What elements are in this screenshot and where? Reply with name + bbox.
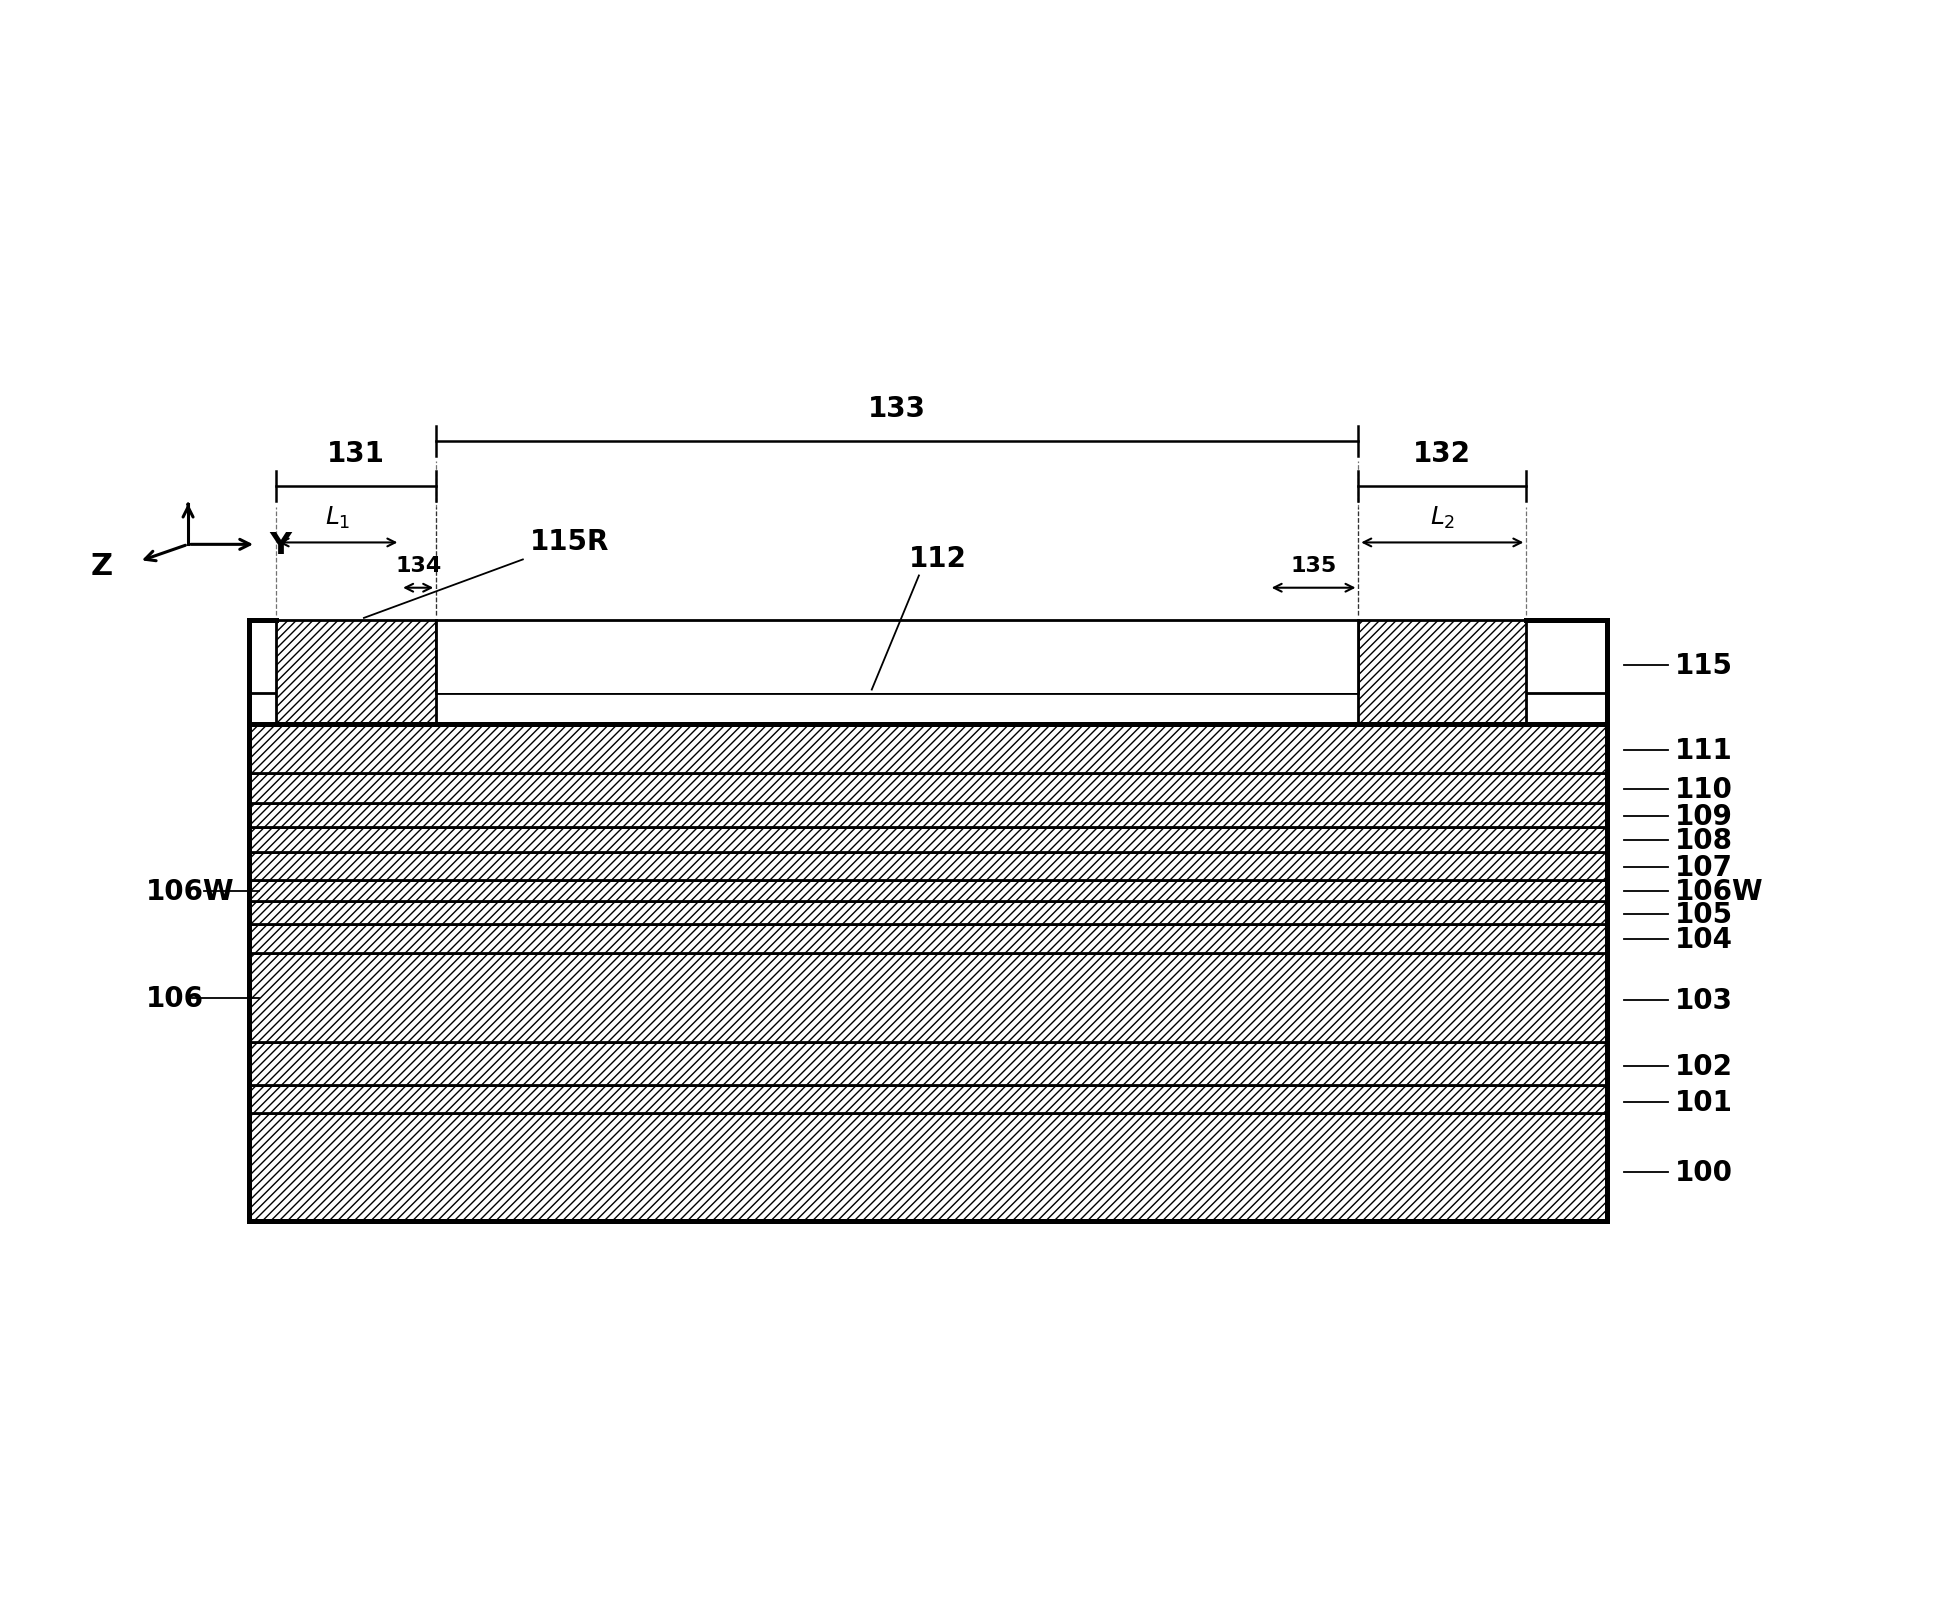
Text: 135: 135 [1290, 557, 1336, 576]
Text: $L_2$: $L_2$ [1430, 505, 1455, 531]
Text: 111: 111 [1676, 736, 1732, 765]
Text: 101: 101 [1676, 1088, 1732, 1115]
Text: 105: 105 [1676, 901, 1732, 928]
Text: 102: 102 [1676, 1052, 1732, 1080]
Text: 106: 106 [146, 985, 203, 1012]
Bar [1358, 620, 1526, 725]
Text: 131: 131 [328, 439, 384, 468]
Text: 108: 108 [1676, 826, 1732, 855]
Text: 106W: 106W [146, 878, 234, 905]
Text: 104: 104 [1676, 926, 1732, 954]
Text: Y: Y [269, 531, 291, 560]
Text: 109: 109 [1676, 802, 1732, 831]
Bar [250, 725, 1608, 1222]
Text: 134: 134 [394, 557, 441, 576]
Text: 106W: 106W [1676, 878, 1764, 905]
Text: 132: 132 [1413, 439, 1471, 468]
Text: 107: 107 [1676, 854, 1732, 881]
Text: 112: 112 [909, 546, 966, 573]
Bar [250, 828, 1608, 852]
Bar [437, 620, 1358, 694]
Text: $L_1$: $L_1$ [326, 505, 351, 531]
Bar [275, 620, 437, 725]
Bar [250, 725, 1608, 773]
Text: 110: 110 [1676, 775, 1732, 804]
Bar [250, 1085, 1608, 1114]
Text: 115: 115 [1676, 652, 1732, 679]
Bar [250, 1043, 1608, 1085]
Bar [250, 954, 1608, 1043]
Bar [250, 881, 1608, 901]
Bar [250, 1114, 1608, 1222]
Bar [250, 773, 1608, 804]
Bar [250, 901, 1608, 925]
Text: 100: 100 [1676, 1159, 1732, 1186]
Bar [250, 694, 1608, 725]
Text: 133: 133 [868, 394, 927, 423]
Bar [250, 925, 1608, 954]
Text: Z: Z [90, 552, 113, 579]
Bar [250, 852, 1608, 881]
Text: 115R: 115R [531, 528, 609, 555]
Text: 103: 103 [1676, 986, 1732, 1014]
Bar [250, 804, 1608, 828]
